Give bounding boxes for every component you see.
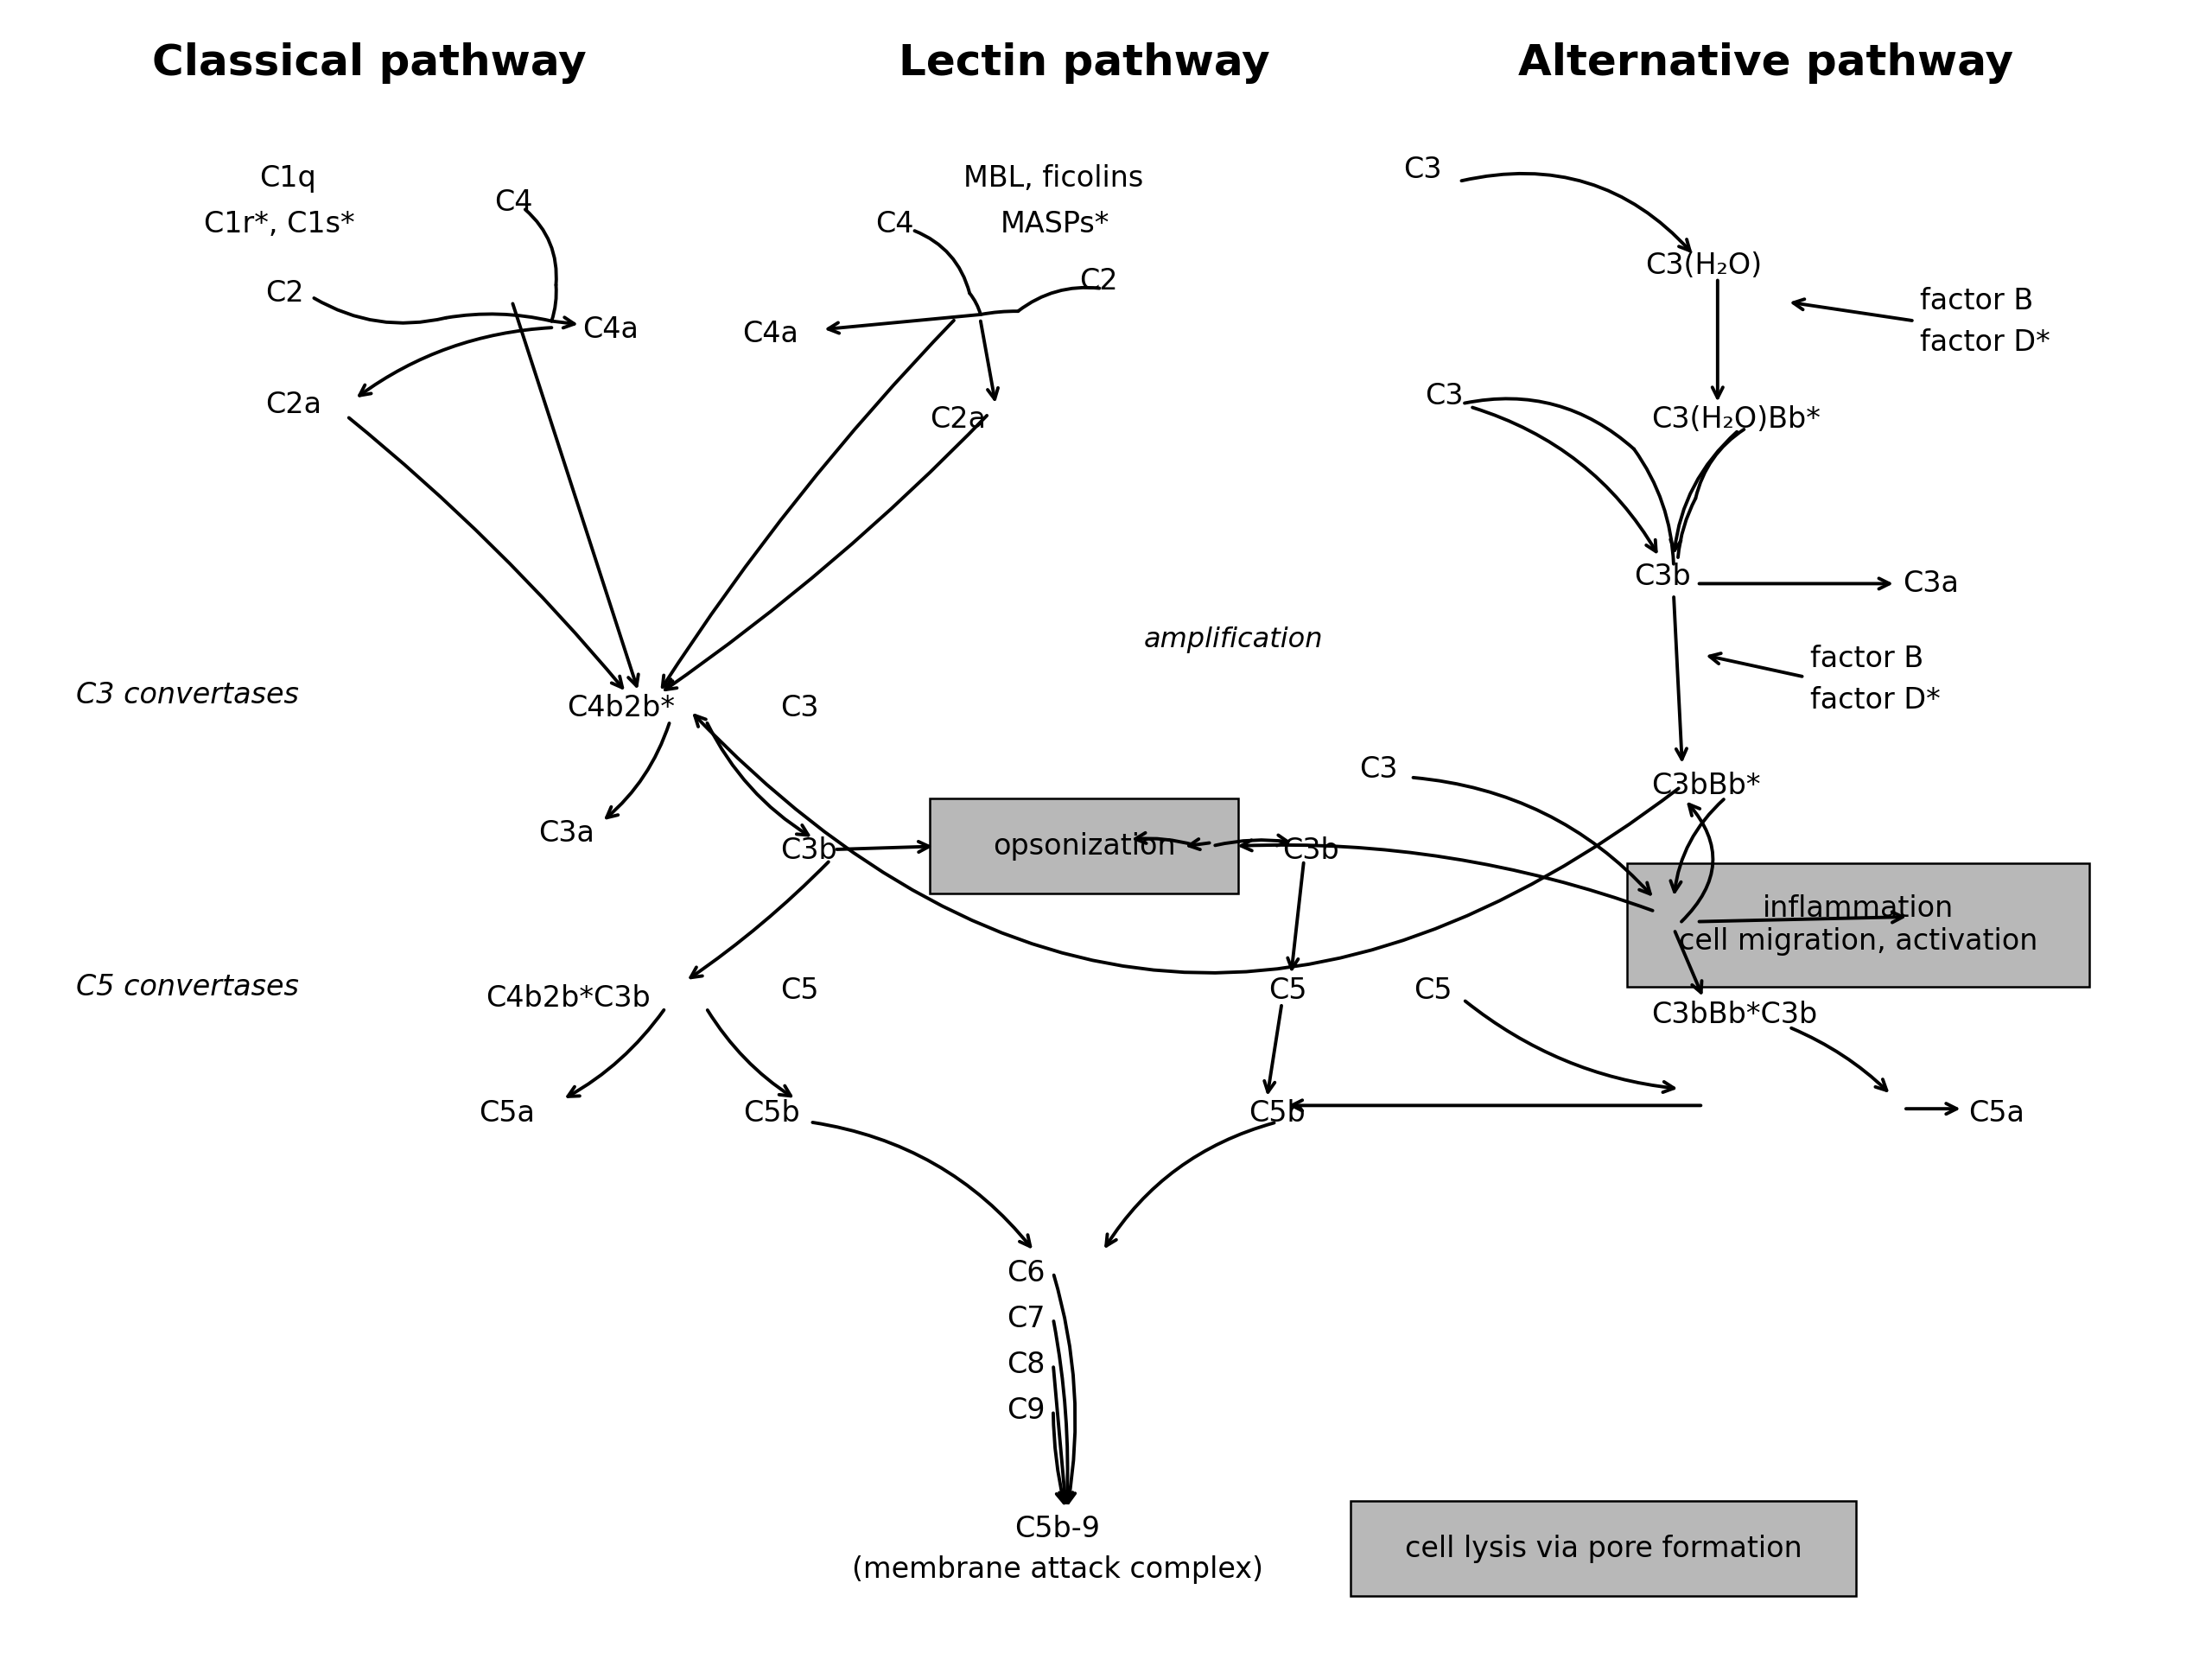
- Text: C3b: C3b: [1635, 903, 1690, 931]
- Text: C3(H₂O): C3(H₂O): [1646, 251, 1761, 279]
- Text: C3 convertases: C3 convertases: [77, 681, 299, 709]
- Text: C3b: C3b: [781, 836, 836, 866]
- Text: C4: C4: [876, 210, 914, 238]
- Text: factor D*: factor D*: [1920, 329, 2051, 357]
- Text: C3: C3: [1358, 755, 1398, 784]
- Text: C3b: C3b: [1635, 562, 1690, 592]
- Text: C1q: C1q: [259, 164, 316, 192]
- Text: C4b2b*: C4b2b*: [566, 694, 675, 722]
- Text: C5a: C5a: [480, 1099, 535, 1127]
- FancyBboxPatch shape: [1628, 863, 2090, 987]
- Text: C5b: C5b: [743, 1099, 801, 1127]
- Text: C7: C7: [1006, 1304, 1046, 1332]
- Text: amplification: amplification: [1144, 626, 1323, 653]
- Text: C2: C2: [1079, 268, 1117, 296]
- Text: C6: C6: [1006, 1258, 1046, 1288]
- Text: C1r*, C1s*: C1r*, C1s*: [204, 210, 354, 238]
- Text: inflammation
cell migration, activation: inflammation cell migration, activation: [1679, 894, 2037, 955]
- Text: factor D*: factor D*: [1809, 686, 1940, 714]
- Text: MASPs*: MASPs*: [1000, 210, 1110, 238]
- Text: C3a: C3a: [538, 818, 595, 848]
- Text: cell lysis via pore formation: cell lysis via pore formation: [1405, 1534, 1803, 1562]
- Text: C3: C3: [1425, 382, 1464, 412]
- Text: C5 convertases: C5 convertases: [77, 974, 299, 1002]
- Text: Alternative pathway: Alternative pathway: [1517, 43, 2013, 84]
- Text: C5a: C5a: [1969, 1099, 2024, 1127]
- Text: C3bBb*C3b: C3bBb*C3b: [1652, 1002, 1818, 1030]
- Text: C2: C2: [265, 279, 305, 307]
- Text: C3: C3: [781, 694, 818, 722]
- Text: C3: C3: [1166, 820, 1203, 850]
- FancyBboxPatch shape: [929, 798, 1239, 894]
- FancyBboxPatch shape: [1349, 1501, 1856, 1597]
- Text: Classical pathway: Classical pathway: [153, 43, 586, 84]
- Text: C8: C8: [1006, 1351, 1046, 1379]
- Text: C5: C5: [1270, 977, 1307, 1005]
- Text: C4b2b*C3b: C4b2b*C3b: [487, 985, 650, 1013]
- Text: factor B: factor B: [1809, 645, 1924, 673]
- Text: C5b-9: C5b-9: [1015, 1514, 1099, 1544]
- Text: C3a: C3a: [1902, 569, 1958, 598]
- Text: C2a: C2a: [265, 390, 321, 418]
- Text: C4a: C4a: [582, 316, 639, 344]
- Text: (membrane attack complex): (membrane attack complex): [852, 1555, 1263, 1584]
- Text: C2a: C2a: [929, 405, 987, 433]
- Text: Lectin pathway: Lectin pathway: [898, 43, 1270, 84]
- Text: factor B: factor B: [1920, 288, 2033, 316]
- Text: C9: C9: [1006, 1397, 1046, 1425]
- Text: C5: C5: [781, 977, 818, 1005]
- Text: C4: C4: [495, 188, 533, 217]
- Text: C5b: C5b: [1250, 1099, 1305, 1127]
- Text: MBL, ficolins: MBL, ficolins: [962, 164, 1144, 192]
- Text: opsonization: opsonization: [993, 831, 1175, 861]
- Text: C3bBb*: C3bBb*: [1652, 772, 1761, 800]
- Text: C4a: C4a: [741, 321, 799, 349]
- Text: C3a: C3a: [1916, 903, 1971, 931]
- Text: C3b: C3b: [1283, 836, 1338, 866]
- Text: C5: C5: [1413, 977, 1453, 1005]
- Text: C3(H₂O)Bb*: C3(H₂O)Bb*: [1652, 405, 1820, 433]
- Text: C3: C3: [1402, 155, 1442, 185]
